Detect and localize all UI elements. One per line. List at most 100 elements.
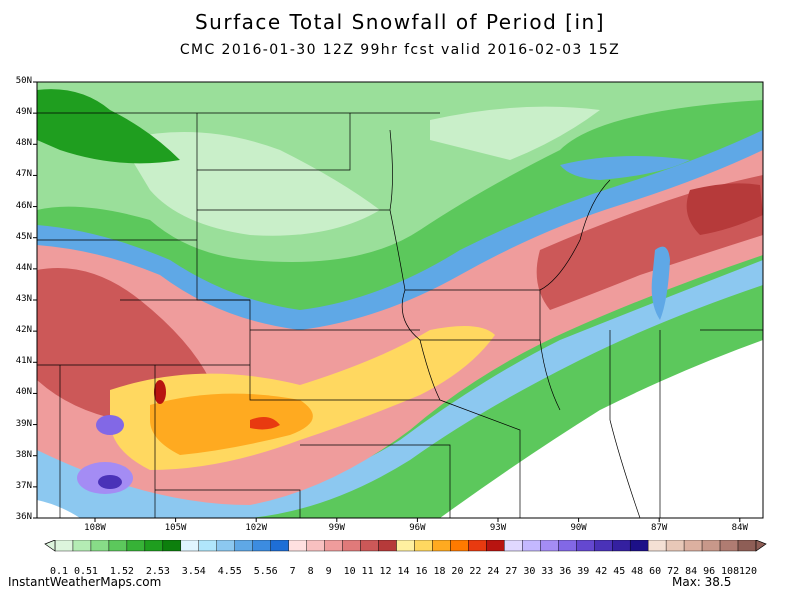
colorbar-label: 5.5: [253, 566, 272, 577]
colorbar-cell: [647, 540, 667, 552]
lat-label: 43N: [15, 294, 32, 304]
colorbar-label: 9: [325, 566, 332, 577]
lat-label: 46N: [15, 200, 32, 211]
colorbar-label: 6: [271, 566, 278, 577]
colorbar-cell: [522, 540, 541, 552]
colorbar-left-arrow: [44, 540, 56, 552]
colorbar-cell: [378, 540, 397, 552]
colorbar-label: 33: [541, 566, 554, 577]
map-subtitle: CMC 2016-01-30 12Z 99hr fcst valid 2016-…: [179, 42, 621, 58]
map-title: Surface Total Snowfall of Period [in]: [194, 10, 606, 34]
colorbar-cell: [342, 540, 361, 552]
lat-label: 41N: [15, 356, 32, 367]
colorbar-label: 72: [667, 566, 680, 577]
colorbar-cell: [306, 540, 325, 552]
colorbar-cell: [450, 540, 469, 552]
colorbar-label: 60: [649, 566, 662, 577]
colorbar-label: 12: [379, 566, 392, 577]
colorbar-cell: [108, 540, 128, 552]
colorbar-label: 20: [451, 566, 464, 577]
colorbar-label: 22: [469, 566, 482, 577]
lat-label: 37N: [15, 480, 32, 491]
lat-label: 42N: [15, 325, 32, 336]
lat-label: 38N: [15, 449, 32, 460]
colorbar-cell: [252, 540, 271, 552]
colorbar-cell: [540, 540, 559, 552]
colorbar-cell: [162, 540, 182, 552]
colorbar-label: 4.5: [217, 566, 236, 577]
lat-label: 47N: [15, 169, 32, 180]
colorbar-cell: [324, 540, 343, 552]
colorbar-label: 36: [559, 566, 572, 577]
colorbar-cell: [665, 540, 685, 552]
colorbar-right-arrow: [755, 540, 767, 552]
colorbar-label: 7: [289, 566, 296, 577]
colorbar-label: 48: [631, 566, 644, 577]
lon-label: 84W: [731, 523, 748, 533]
colorbar-cell: [198, 540, 217, 552]
colorbar-label: 3: [163, 566, 170, 577]
colorbar-label: 84: [685, 566, 698, 577]
colorbar-cell: [504, 540, 523, 552]
colorbar-cell: [126, 540, 146, 552]
colorbar-cell: [432, 540, 451, 552]
colorbar-cell: [72, 540, 92, 552]
lat-label: 36N: [15, 512, 32, 522]
colorbar-label: 120: [739, 566, 758, 577]
colorbar-cell: [486, 540, 505, 552]
colorbar-cell: [719, 540, 739, 552]
colorbar-label: 108: [721, 566, 740, 577]
colorbar-cell: [360, 540, 379, 552]
colorbar-cell: [612, 540, 631, 552]
brand-label: InstantWeatherMaps.com: [8, 575, 162, 589]
colorbar: [44, 540, 767, 552]
colorbar-label: 30: [523, 566, 536, 577]
colorbar-label: 45: [613, 566, 626, 577]
dark-green-patch: [37, 89, 180, 164]
colorbar-cell: [180, 540, 199, 552]
colorbar-label: 27: [505, 566, 518, 577]
white-se: [440, 340, 763, 518]
colorbar-cell: [594, 540, 613, 552]
red-spot: [250, 416, 280, 430]
pale-green-ne: [430, 106, 600, 160]
lake-superior: [560, 156, 690, 180]
colorbar-label: 0.5: [73, 566, 93, 577]
colorbar-label: 14: [397, 566, 410, 577]
colorbar-cell: [737, 540, 757, 552]
lon-label: 108W: [84, 523, 106, 533]
colorbar-label: 1: [91, 566, 98, 577]
colorbar-cell: [54, 540, 74, 552]
colorbar-label: 39: [577, 566, 590, 577]
colorbar-label: 0.1: [49, 566, 69, 577]
colorbar-cell: [558, 540, 577, 552]
lat-label: 49N: [15, 107, 32, 118]
colorbar-label: 16: [415, 566, 428, 577]
lat-label: 48N: [15, 138, 32, 149]
red-spot-co: [154, 380, 166, 404]
colorbar-cell: [414, 540, 433, 552]
colorbar-cell: [629, 540, 649, 552]
colorbar-label: 5: [235, 566, 242, 577]
colorbar-label: 24: [487, 566, 500, 577]
colorbar-cell: [144, 540, 164, 552]
lon-label: 105W: [164, 523, 187, 533]
colorbar-cell: [288, 540, 307, 552]
lon-label: 99W: [328, 523, 345, 533]
colorbar-label: 2.5: [145, 566, 164, 577]
white-sw-edge: [37, 500, 80, 518]
colorbar-cell: [683, 540, 703, 552]
lat-label: 39N: [15, 418, 32, 429]
lat-label: 40N: [15, 387, 32, 398]
lat-label: 44N: [15, 262, 32, 273]
lon-label: 102W: [245, 523, 268, 533]
dark-red-east: [686, 183, 763, 235]
lat-label: 45N: [15, 231, 32, 242]
colorbar-label: 1.5: [109, 566, 128, 577]
lon-label: 96W: [409, 523, 426, 533]
lon-label: 90W: [570, 523, 587, 533]
colorbar-cell: [576, 540, 595, 552]
colorbar-cell: [396, 540, 415, 552]
colorbar-label: 2: [127, 566, 134, 577]
